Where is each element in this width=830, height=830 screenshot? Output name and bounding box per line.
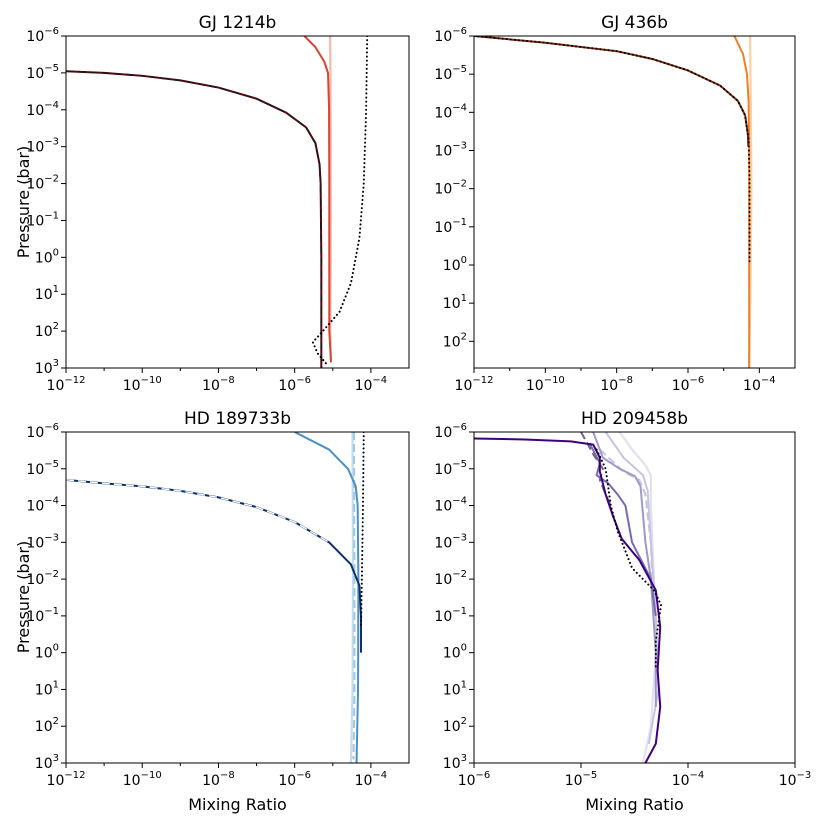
y-tick-label: 101 — [443, 679, 467, 698]
y-tick-label: 10−4 — [434, 496, 467, 515]
x-tick-label: 10−8 — [202, 375, 235, 394]
panel-title: HD 189733b — [184, 409, 291, 429]
series-pale-blue — [349, 432, 355, 763]
series-dotted — [359, 432, 365, 628]
y-axis-label-bottom: Pressure (bar) — [14, 541, 33, 653]
y-tick-label: 10−1 — [434, 217, 467, 236]
x-tick-label: 10−6 — [278, 770, 311, 789]
series-purple — [588, 442, 657, 617]
y-tick-label: 100 — [35, 247, 59, 266]
y-tick-label: 101 — [35, 284, 59, 303]
y-tick-label: 101 — [35, 679, 59, 698]
y-tick-label: 103 — [35, 358, 59, 377]
y-tick-label: 101 — [443, 293, 467, 312]
panel-gj-1214b: GJ 1214b 10−12 10−10 10−8 10−6 10−4 10−6 10−5 1… — [26, 13, 410, 394]
series-mid-blue — [294, 432, 360, 763]
x-tick-label: 10−8 — [202, 770, 235, 789]
x-tick-label: 10−4 — [672, 770, 705, 789]
y-tick-label: 10−2 — [434, 569, 467, 588]
y-tick-label: 10−3 — [434, 140, 467, 159]
panel-hd-209458b: HD 209458b 10−6 10−5 10−4 10−3 10−6 10−5 10−4 1… — [434, 409, 811, 789]
x-axis-label-right: Mixing Ratio — [585, 795, 684, 814]
series-dotted — [474, 36, 751, 266]
plot-frame — [65, 35, 410, 369]
x-tick-label: 10−10 — [123, 375, 162, 394]
series-dark-purple — [474, 437, 662, 763]
x-tick-label: 10−10 — [123, 770, 162, 789]
x-tick-label: 10−4 — [355, 375, 388, 394]
y-tick-label: 10−1 — [434, 606, 467, 625]
series-pale-blue-dashed — [352, 432, 356, 760]
y-tick-label: 10−4 — [26, 496, 59, 515]
x-tick-label: 10−4 — [743, 375, 776, 394]
y-tick-label: 10−5 — [26, 459, 59, 478]
panel-title: HD 209458b — [581, 409, 688, 429]
series-dashed — [66, 479, 330, 543]
y-tick-label: 102 — [35, 716, 59, 735]
y-tick-label: 10−1 — [26, 210, 59, 229]
y-tick-label: 10−5 — [434, 64, 467, 83]
y-tick-label: 10−4 — [26, 100, 59, 119]
series-dashed — [66, 70, 323, 368]
x-tick-label: 10−4 — [355, 770, 388, 789]
x-tick-label: 10−5 — [565, 770, 598, 789]
y-tick-label: 102 — [443, 716, 467, 735]
y-tick-label: 10−4 — [434, 102, 467, 121]
x-tick-label: 10−8 — [600, 375, 633, 394]
y-tick-label: 10−3 — [434, 532, 467, 551]
y-tick-label: 10−1 — [26, 606, 59, 625]
series-orange — [733, 36, 751, 368]
series-pale-purple-dashed — [599, 448, 655, 616]
x-tick-label: 10−12 — [47, 770, 86, 789]
panel-hd-189733b: HD 189733b 10−12 10−10 10−8 10−6 10−4 10−6 10−… — [26, 409, 410, 789]
y-tick-label: 10−6 — [26, 422, 59, 441]
y-tick-label: 10−2 — [434, 179, 467, 198]
y-tick-label: 10−5 — [434, 459, 467, 478]
y-tick-label: 10−3 — [26, 532, 59, 551]
y-tick-label: 103 — [35, 753, 59, 772]
plot-frame — [473, 431, 796, 764]
y-tick-label: 102 — [443, 331, 467, 350]
y-axis-label-top: Pressure (bar) — [14, 146, 33, 258]
panel-title: GJ 1214b — [199, 13, 277, 33]
y-tick-label: 10−2 — [26, 174, 59, 193]
y-tick-label: 103 — [443, 753, 467, 772]
series-lavender — [592, 432, 657, 707]
x-tick-label: 10−6 — [278, 375, 311, 394]
series-dotted — [311, 36, 369, 366]
series-dark-blue — [66, 478, 362, 653]
series-dark-red — [66, 70, 323, 368]
x-tick-label: 10−12 — [455, 375, 494, 394]
y-tick-label: 10−6 — [434, 422, 467, 441]
y-tick-label: 100 — [443, 255, 467, 274]
series-red — [303, 36, 333, 363]
series-palest-purple — [618, 432, 657, 763]
x-tick-label: 10−6 — [672, 375, 705, 394]
x-tick-label: 10−6 — [458, 770, 491, 789]
y-tick-label: 10−3 — [26, 137, 59, 156]
y-tick-label: 10−2 — [26, 569, 59, 588]
plot-frame — [473, 35, 796, 369]
x-tick-label: 10−10 — [526, 375, 565, 394]
x-axis-label-left: Mixing Ratio — [188, 795, 287, 814]
x-tick-label: 10−12 — [47, 375, 86, 394]
y-tick-label: 100 — [443, 643, 467, 662]
y-tick-label: 102 — [35, 321, 59, 340]
y-tick-label: 10−6 — [434, 26, 467, 45]
plot-frame — [65, 431, 410, 764]
y-tick-label: 10−5 — [26, 63, 59, 82]
panel-title: GJ 436b — [601, 13, 668, 33]
panel-gj-436b: GJ 436b 10−12 10−10 10−8 10−6 10−4 10−6 10−5 10… — [434, 13, 796, 394]
y-tick-label: 10−6 — [26, 26, 59, 45]
series-dark-brown — [474, 36, 750, 147]
x-tick-label: 10−3 — [779, 770, 812, 789]
y-tick-label: 100 — [35, 643, 59, 662]
series-dotted — [595, 448, 663, 672]
